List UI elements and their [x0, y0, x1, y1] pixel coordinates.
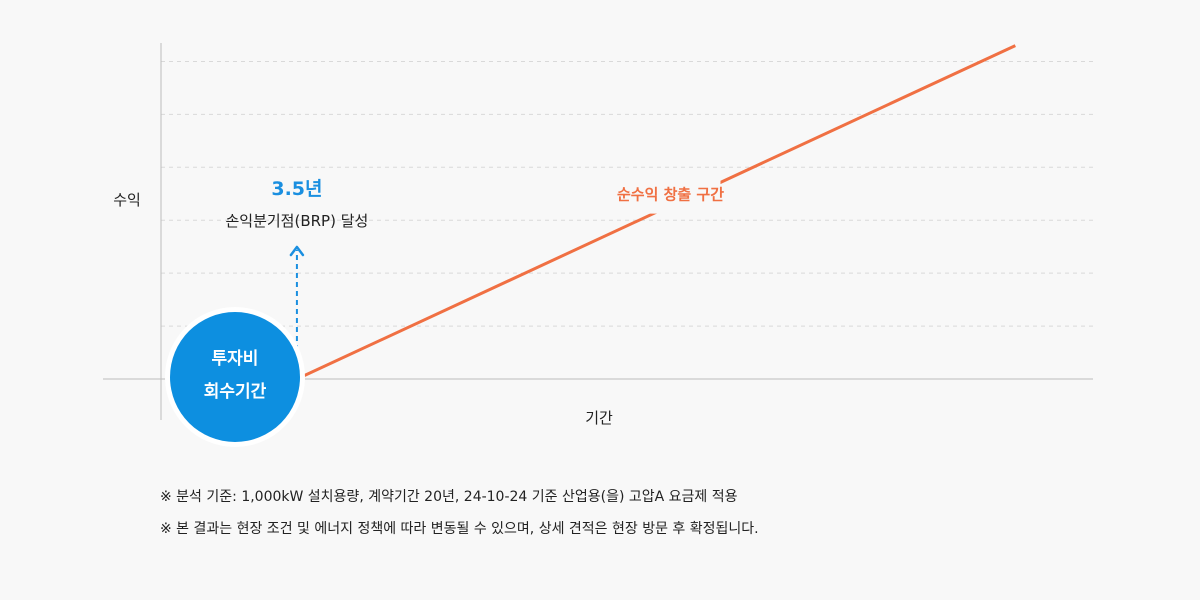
footnote-analysis-basis: ※ 분석 기준: 1,000kW 설치용량, 계약기간 20년, 24-10-2… — [160, 489, 738, 505]
grid-lines — [161, 60, 1093, 327]
x-axis-label: 기간 — [585, 409, 613, 427]
payback-badge-line2: 회수기간 — [204, 382, 267, 402]
breakeven-arrow-head — [289, 245, 305, 257]
payback-badge: 투자비 회수기간 — [165, 307, 305, 447]
series-layer: 순수익 창출 구간 — [296, 44, 1016, 381]
payback-chart: 수익 기간 순수익 창출 구간 3.5년 손익분기점(BRP) 달성 투자비 회… — [103, 43, 1093, 447]
y-axis-label: 수익 — [113, 191, 141, 209]
breakeven-value: 3.5년 — [271, 178, 322, 200]
series-label: 순수익 창출 구간 — [617, 186, 724, 204]
footnote-disclaimer: ※ 본 결과는 현장 조건 및 에너지 정책에 따라 변동될 수 있으며, 상세… — [160, 521, 759, 537]
breakeven-label: 손익분기점(BRP) 달성 — [225, 212, 368, 230]
payback-badge-line1: 투자비 — [212, 349, 259, 369]
series-label-background — [620, 173, 721, 214]
payback-badge-fill — [170, 312, 300, 442]
